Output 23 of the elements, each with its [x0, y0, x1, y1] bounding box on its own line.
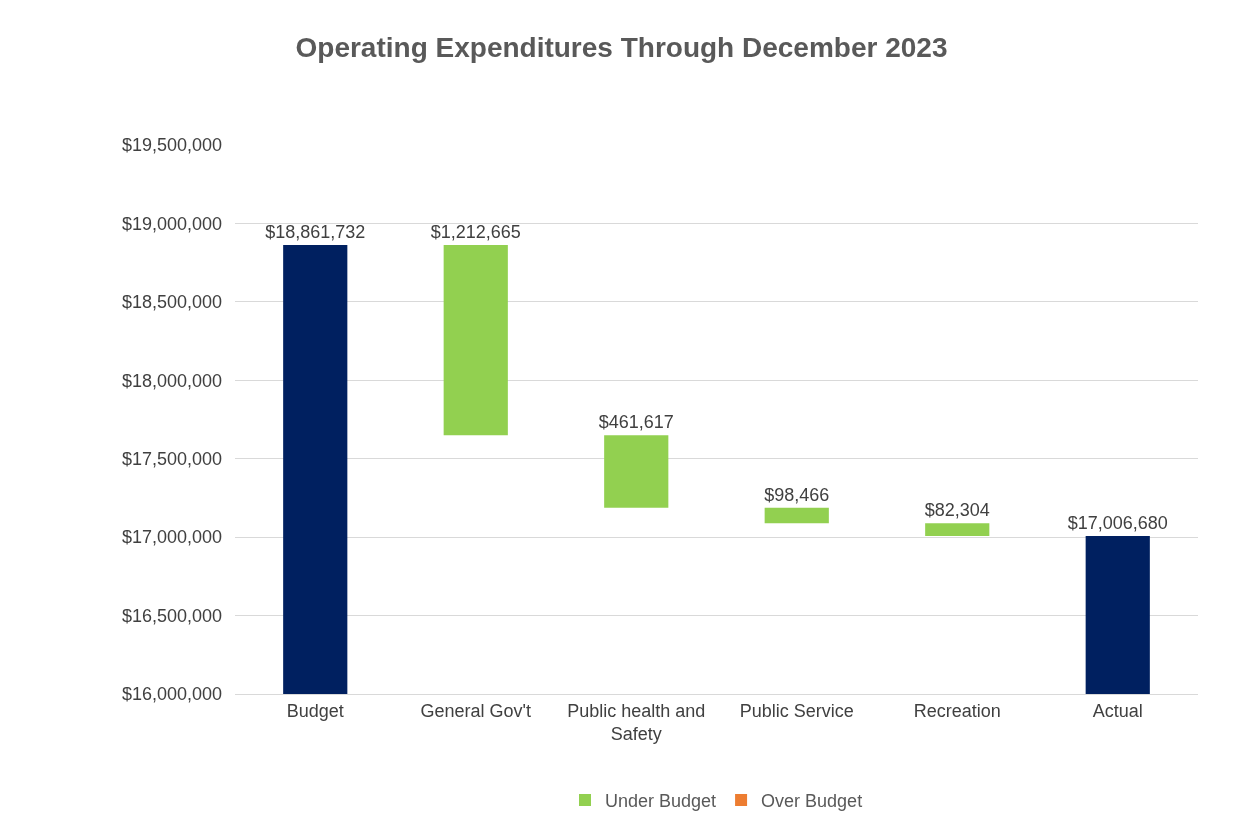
y-tick-label: $17,000,000: [121, 527, 222, 548]
y-tick-label: $18,000,000: [121, 370, 222, 391]
chart-title: Operating Expenditures Through December 2023: [295, 32, 948, 63]
y-tick-label: $19,500,000: [121, 135, 222, 156]
y-tick-label: $16,000,000: [121, 684, 222, 705]
data-label: $18,861,732: [265, 222, 366, 243]
data-label: $461,617: [598, 412, 674, 433]
x-tick-label: Public Service: [739, 700, 854, 721]
x-tick-label: Budget: [286, 700, 344, 721]
legend-label: Under Budget: [605, 791, 717, 812]
x-tick-label: General Gov't: [420, 700, 531, 721]
x-tick-label: Public health and Safety: [567, 700, 706, 744]
data-label: $82,304: [924, 500, 990, 521]
y-tick-label: $16,500,000: [121, 605, 222, 626]
data-label: $1,212,665: [430, 222, 521, 243]
x-tick-label: Actual: [1092, 700, 1143, 721]
y-tick-label: $17,500,000: [121, 449, 222, 470]
y-tick-label: $18,500,000: [121, 292, 222, 313]
data-label: $17,006,680: [1067, 513, 1168, 534]
y-tick-label: $19,000,000: [121, 213, 222, 234]
legend-label: Over Budget: [761, 791, 863, 812]
data-label: $98,466: [764, 484, 830, 505]
x-tick-label: Recreation: [913, 700, 1001, 721]
